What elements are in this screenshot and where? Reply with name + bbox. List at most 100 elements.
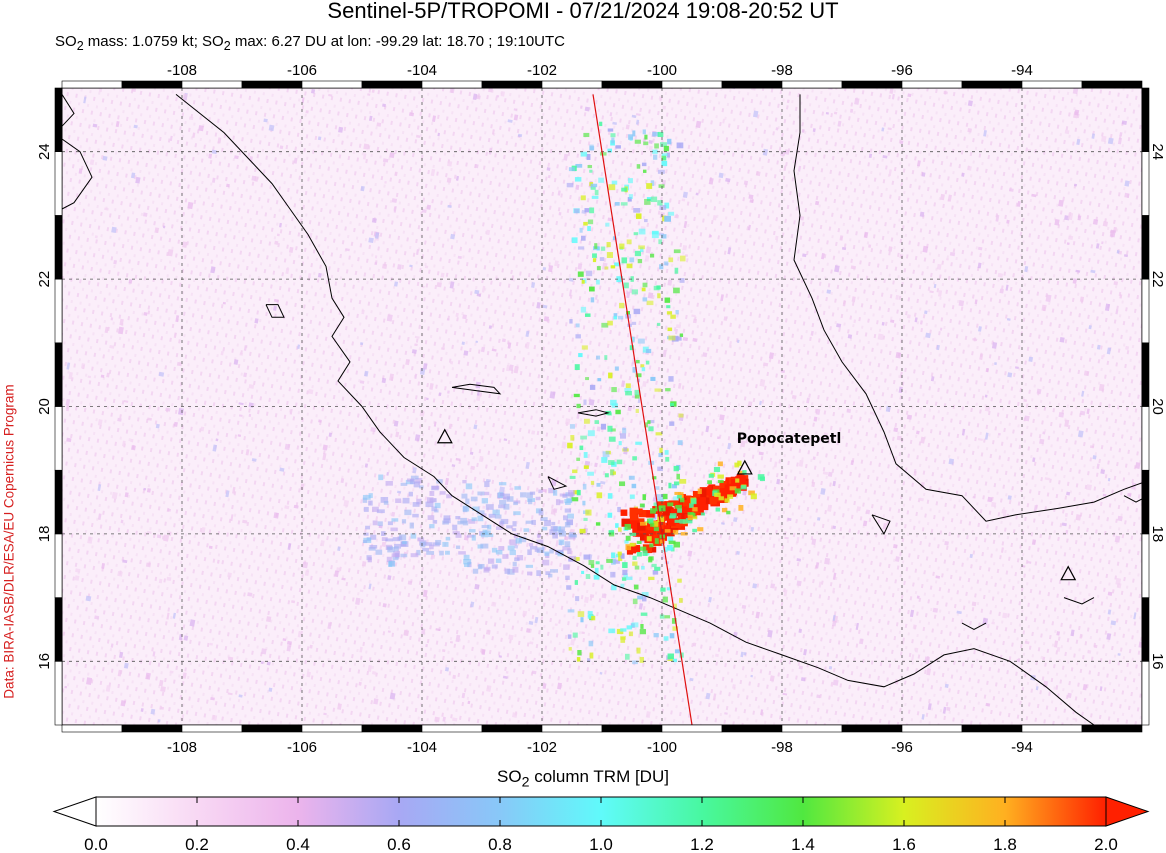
strip-pixel [640, 364, 645, 368]
noise-pixel [455, 175, 460, 181]
lat-tick-label-right: 22 [1149, 271, 1166, 288]
axis-tick-labels: -108-108-106-106-104-104-102-102-100-100… [36, 62, 1166, 756]
plume-edge-pixel [672, 529, 679, 535]
islas-marias [265, 304, 285, 318]
coastal-pixel [385, 480, 393, 486]
noise-pixel [446, 318, 450, 321]
noise-pixel [733, 517, 738, 523]
noise-pixel [440, 272, 445, 278]
strip-pixel [658, 453, 663, 458]
noise-pixel [1070, 629, 1075, 637]
plume-edge-pixel [653, 527, 659, 532]
noise-pixel [209, 642, 213, 646]
noise-pixel [769, 675, 775, 682]
strip-pixel [610, 428, 616, 432]
strip-pixel [587, 219, 594, 225]
noise-pixel [855, 622, 859, 631]
noise-pixel [1107, 137, 1114, 145]
noise-pixel [1036, 388, 1042, 395]
noise-pixel [64, 685, 68, 689]
noise-pixel [881, 127, 885, 132]
noise-pixel [461, 341, 465, 345]
strip-pixel [591, 615, 596, 621]
noise-pixel [722, 118, 726, 124]
noise-pixel [1007, 372, 1013, 378]
noise-pixel [201, 527, 206, 535]
plume-pixel [704, 493, 713, 502]
noise-pixel [890, 319, 895, 323]
noise-pixel [932, 607, 939, 613]
frame-bar [421, 80, 483, 89]
strip-pixel [667, 327, 673, 332]
noise-pixel [919, 320, 923, 325]
noise-pixel [921, 172, 926, 177]
noise-pixel [155, 423, 160, 429]
coastal-pixel [391, 518, 399, 522]
coastal-pixel [527, 549, 532, 556]
strip-pixel [652, 132, 659, 137]
strip-pixel [659, 204, 667, 211]
strip-pixel [626, 576, 633, 581]
noise-pixel [169, 670, 174, 674]
noise-pixel [939, 327, 943, 331]
noise-pixel [1068, 235, 1074, 241]
noise-pixel [708, 177, 714, 185]
noise-pixel [644, 255, 650, 262]
strip-pixel [594, 567, 599, 574]
strip-pixel [576, 657, 581, 662]
noise-pixel [678, 564, 683, 569]
noise-pixel [168, 531, 172, 536]
frame-bar [61, 724, 123, 733]
strip-pixel [665, 388, 671, 392]
strip-pixel [600, 564, 604, 570]
noise-pixel [621, 380, 626, 388]
strip-pixel [620, 628, 627, 632]
noise-pixel [1119, 132, 1123, 137]
noise-pixel [999, 288, 1004, 294]
noise-pixel [158, 578, 163, 584]
noise-pixel [961, 428, 966, 436]
noise-pixel [1059, 336, 1065, 343]
noise-pixel [239, 352, 244, 356]
noise-pixel [933, 283, 937, 289]
noise-pixel [234, 155, 239, 160]
noise-pixel [1106, 633, 1112, 640]
noise-pixel [841, 246, 847, 251]
noise-pixel [800, 677, 806, 682]
strip-pixel [652, 149, 658, 154]
strip-pixel [588, 286, 595, 292]
frame-bar [61, 80, 123, 89]
noise-pixel [543, 316, 550, 322]
noise-pixel [517, 133, 523, 138]
noise-pixel [273, 305, 277, 311]
noise-pixel [208, 545, 213, 549]
strip-pixel [615, 523, 619, 528]
coastal-pixel [445, 550, 450, 555]
noise-pixel [899, 254, 904, 259]
strip-pixel [593, 574, 600, 580]
coastal-pixel [369, 544, 378, 549]
noise-pixel [387, 575, 392, 581]
noise-pixel [661, 179, 666, 186]
strip-pixel [576, 403, 581, 409]
noise-pixel [786, 99, 790, 104]
strip-pixel [657, 169, 665, 174]
coastal-pixel [525, 564, 534, 568]
coastal-pixel [564, 521, 571, 528]
strip-pixel [591, 195, 599, 199]
noise-pixel [92, 123, 98, 128]
baja-coastline-north [62, 94, 75, 127]
coastal-pixel [544, 520, 551, 527]
noise-pixel [513, 365, 519, 374]
frame-bar [721, 80, 783, 89]
strip-pixel [620, 553, 625, 559]
noise-pixel [522, 610, 528, 617]
noise-pixel [1066, 491, 1071, 496]
strip-pixel [580, 235, 586, 241]
noise-pixel [446, 177, 452, 183]
strip-pixel [589, 207, 595, 214]
noise-pixel [1092, 218, 1099, 225]
strip-pixel [585, 509, 592, 516]
noise-pixel [1031, 539, 1037, 546]
frame-bar [961, 80, 1023, 89]
